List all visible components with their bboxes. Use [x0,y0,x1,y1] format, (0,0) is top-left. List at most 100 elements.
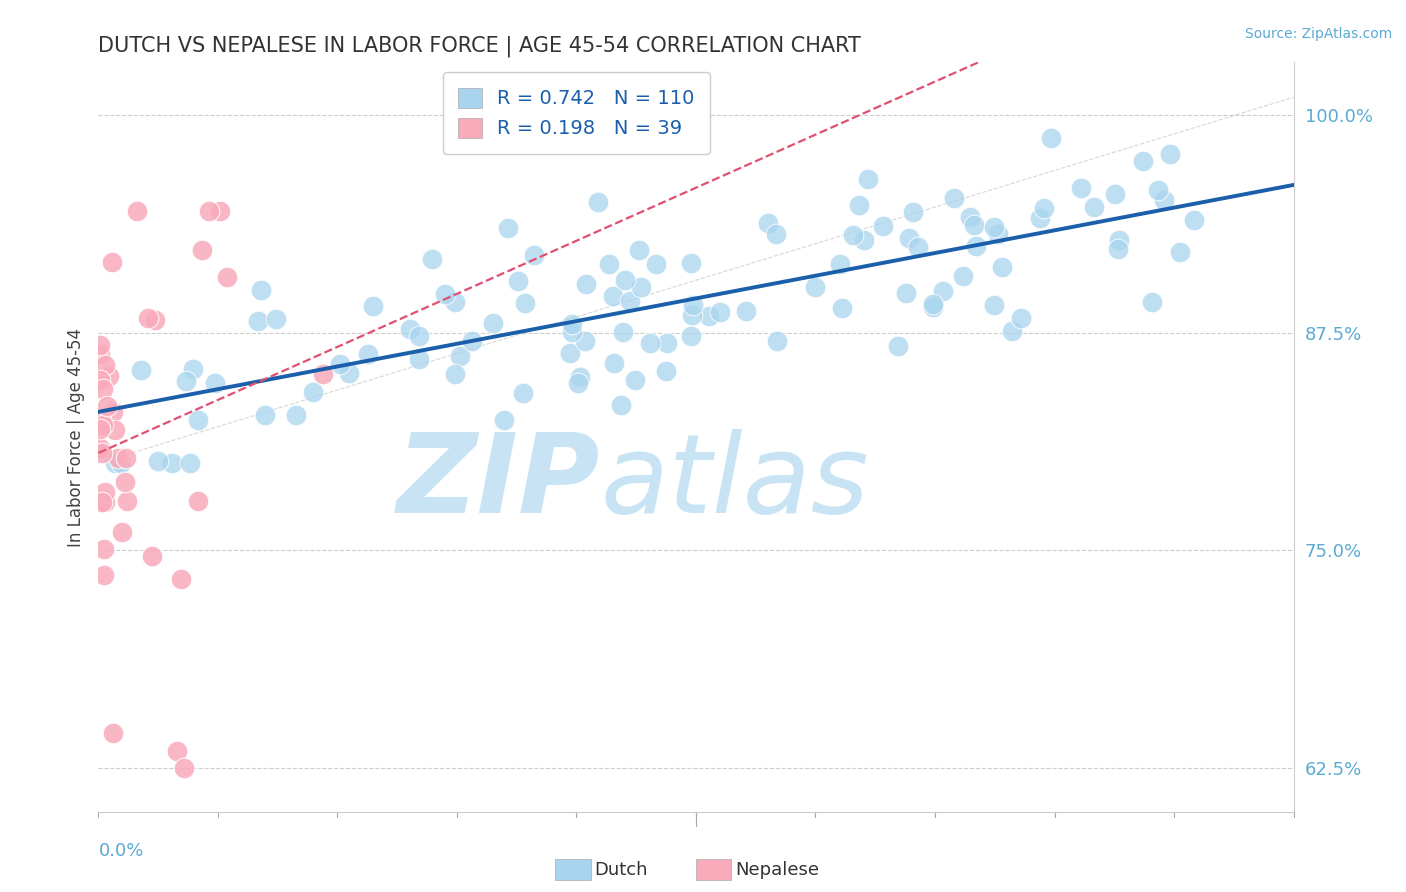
Point [89,441,111,455]
Point [561,325,583,339]
Point [408,351,430,366]
Point [619,293,641,308]
Point [983,298,1005,312]
Point [1147,183,1170,197]
Point [141,549,163,563]
Point [1070,181,1092,195]
Point [93,541,115,556]
Point [408,329,430,343]
Point [107,451,129,466]
Text: atlas: atlas [600,428,869,535]
Point [482,316,505,330]
Point [450,349,472,363]
Point [174,374,197,388]
Point [681,308,703,322]
Point [104,456,127,470]
Text: Source: ZipAtlas.com: Source: ZipAtlas.com [1244,27,1392,41]
Point [329,358,352,372]
Point [179,456,201,470]
Point [148,454,170,468]
Point [679,256,702,270]
Point [943,191,966,205]
Point [187,413,209,427]
Point [614,272,637,286]
Point [253,408,276,422]
Point [337,366,360,380]
Point [247,314,270,328]
Point [1001,324,1024,338]
Point [603,356,626,370]
Point [496,221,519,235]
Point [114,475,136,489]
Point [89,347,111,361]
Point [103,404,125,418]
Point [1107,242,1129,256]
Point [640,336,662,351]
Point [803,279,825,293]
Point [709,305,731,319]
Point [681,329,703,343]
Point [1132,154,1154,169]
Point [655,364,678,378]
Point [766,334,789,348]
Point [1040,131,1063,145]
Point [569,370,592,384]
Text: Dutch: Dutch [595,861,648,879]
Point [901,205,924,219]
Point [872,219,894,234]
Point [959,210,981,224]
Point [523,248,546,262]
Point [758,216,780,230]
Point [91,446,114,460]
Point [100,255,122,269]
Point [89,337,111,351]
Point [173,761,195,775]
Point [187,494,209,508]
Point [886,339,908,353]
Point [91,418,114,433]
Point [598,257,620,271]
Point [443,367,465,381]
Point [361,299,384,313]
Point [586,195,609,210]
Point [90,412,112,426]
Point [561,318,583,332]
Point [1140,295,1163,310]
Point [682,298,704,312]
Legend: R = 0.742   N = 110, R = 0.198   N = 39: R = 0.742 N = 110, R = 0.198 N = 39 [443,72,710,154]
Point [567,376,589,390]
Point [115,493,138,508]
Point [129,362,152,376]
Point [217,270,239,285]
Point [853,233,876,247]
Point [1159,147,1181,161]
Point [962,218,984,232]
Point [983,219,1005,234]
Point [558,346,581,360]
Point [96,399,118,413]
Point [697,309,720,323]
Point [91,382,114,396]
Point [858,172,880,186]
Point [922,297,945,311]
Point [181,362,204,376]
Point [249,283,271,297]
Point [166,744,188,758]
Point [965,239,987,253]
Text: Nepalese: Nepalese [735,861,820,879]
Point [420,252,443,267]
Point [952,269,974,284]
Point [94,358,117,372]
Point [897,230,920,244]
Point [125,203,148,218]
Point [628,243,651,257]
Point [111,524,134,539]
Text: ZIP: ZIP [396,428,600,535]
Point [1010,310,1032,325]
Point [89,374,111,388]
Point [104,423,127,437]
Point [987,227,1010,241]
Text: DUTCH VS NEPALESE IN LABOR FORCE | AGE 45-54 CORRELATION CHART: DUTCH VS NEPALESE IN LABOR FORCE | AGE 4… [98,36,862,57]
Point [302,384,325,399]
Point [357,347,380,361]
